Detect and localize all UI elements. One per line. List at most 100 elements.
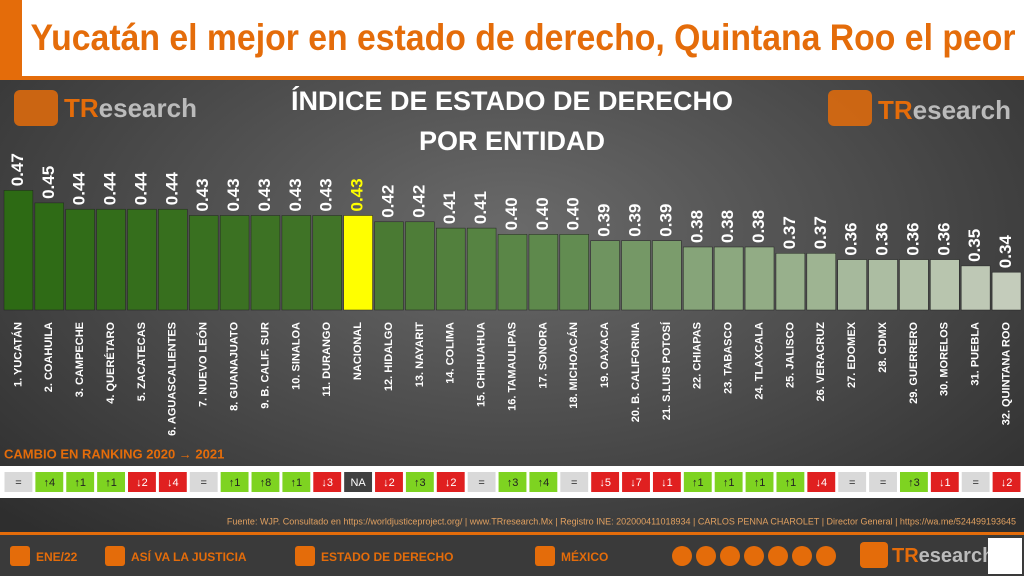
change-label: ↑1 [723,477,735,489]
change-box [220,472,249,492]
icon[interactable] [816,546,836,566]
value-label: 0.39 [656,204,675,237]
value-label: 0.38 [749,210,768,243]
bar [405,221,435,311]
change-box [66,472,95,492]
bar [189,215,219,311]
change-label: = [880,477,886,489]
menu-item[interactable]: ASÍ VA LA JUSTICIA [131,549,247,564]
change-box [436,472,465,492]
x-tick-label: NACIONAL [352,322,364,380]
change-label: ↓7 [630,477,642,489]
icon[interactable] [720,546,740,566]
change-box [899,472,928,492]
logo-icon [828,90,872,126]
x-tick-label: 7. NUEVO LEÓN [197,322,210,407]
bar [930,259,960,311]
x-tick-label: 28. CDMX [877,321,889,372]
qr-code[interactable] [988,538,1022,574]
x-tick-label: 14. COLIMA [445,322,457,384]
change-box [529,472,558,492]
bar [343,215,373,311]
value-label: 0.41 [471,191,490,224]
value-label: 0.36 [903,223,922,256]
title-rule [0,76,1024,80]
menu-item[interactable]: MÉXICO [561,549,608,564]
change-box [128,472,156,492]
icon[interactable] [672,546,692,566]
menu-item[interactable]: ENE/22 [36,550,78,564]
bar [250,215,281,311]
value-label: 0.42 [378,185,397,218]
x-tick-label: 9. B. CALIF. SUR [259,322,271,409]
icon[interactable] [768,546,788,566]
change-label: = [972,477,978,489]
value-label: 0.41 [440,191,459,224]
change-label: ↑3 [908,477,920,489]
x-tick-label: 31. PUEBLA [970,322,982,386]
x-tick-label: 17. SONORA [537,322,549,389]
value-label: 0.43 [348,178,367,211]
change-label: ↓2 [1001,477,1013,489]
change-label: ↑1 [754,477,766,489]
value-label: 0.39 [625,204,644,237]
change-label: = [478,477,484,489]
bar [713,246,744,311]
change-box [467,472,496,492]
change-box [344,472,373,492]
source-note: Fuente: WJP. Consultado en https://world… [227,516,1016,526]
value-label: 0.36 [842,223,861,256]
change-label: ↓4 [167,477,179,489]
x-tick-label: 30. MORELOS [939,322,951,396]
change-label: ↓2 [445,477,457,489]
icon[interactable] [792,546,812,566]
bar [127,208,157,311]
change-box [313,472,342,492]
menu-icon [535,546,555,566]
icon[interactable] [696,546,716,566]
value-label: 0.35 [965,229,984,262]
bar [899,259,929,311]
x-tick-label: 16. TAMAULIPAS [506,322,518,411]
x-tick-label: 24. TLAXCALA [753,322,765,400]
bar [466,227,497,311]
title-band [0,0,1024,76]
value-label: 0.43 [286,178,305,211]
change-box [591,472,620,492]
bar [281,215,312,311]
change-label: ↓5 [599,477,611,489]
change-box [251,472,280,492]
value-label: 0.43 [193,178,212,211]
value-label: 0.44 [131,172,150,206]
menu-icon [295,546,315,566]
bar [158,208,188,311]
logo-text: TResearch [892,545,994,567]
change-label: = [571,477,577,489]
change-label: ↑4 [44,477,56,489]
change-box [158,472,187,492]
change-box [189,472,218,492]
change-label: ↑8 [260,477,272,489]
change-box [375,472,403,492]
value-label: 0.39 [595,204,614,237]
value-label: 0.38 [687,210,706,243]
change-label: ↓1 [939,477,951,489]
logo: TResearch [14,90,197,126]
change-box [498,472,527,492]
change-box [622,472,650,492]
value-label: 0.40 [564,197,583,230]
menu-item[interactable]: ESTADO DE DERECHO [321,550,453,564]
change-label: ↑1 [105,477,117,489]
icon[interactable] [744,546,764,566]
bar [34,202,65,311]
bar [652,240,682,311]
value-label: 0.40 [502,197,521,230]
logo: TResearch [828,90,1011,126]
bar [3,190,34,311]
bar [837,259,867,311]
change-box [405,472,434,492]
value-label: 0.36 [873,223,892,256]
value-label: 0.44 [162,172,181,206]
change-label: ↑3 [414,477,426,489]
